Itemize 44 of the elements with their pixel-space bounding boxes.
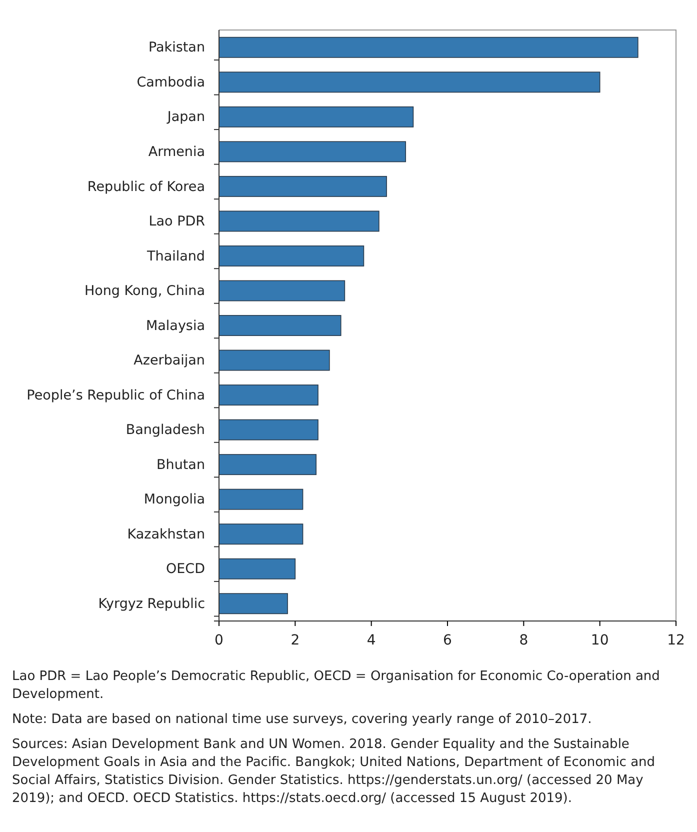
bar [218, 141, 406, 162]
y-tick-label: Mongolia [144, 492, 205, 508]
bar [218, 524, 304, 545]
y-tick-label: Kyrgyz Republic [98, 596, 205, 612]
bar [218, 384, 318, 406]
x-tick-label: 2 [290, 632, 300, 648]
bar [218, 350, 330, 371]
bar [218, 72, 600, 93]
x-tick-label: 10 [590, 632, 609, 648]
text: Lao PDR = Lao People’s Democratic Republic, OECD = Organisation for Economic Co-operation and Development. [12, 669, 660, 702]
bar [218, 419, 318, 440]
y-tick-label: Pakistan [148, 40, 205, 56]
y-tick-label: Bhutan [156, 456, 205, 473]
bar [218, 176, 387, 197]
text: Note: Data are based on national time use surveys, covering yearly range of 2010–2017. [12, 712, 592, 727]
y-tick-label: Thailand [146, 248, 205, 264]
y-tick-label: Hong Kong, China [84, 283, 205, 300]
bar [218, 593, 288, 614]
bar [218, 558, 296, 580]
source-note: Sources: Asian Development Bank and UN Women. 2018. Gender Equality and the Sustainable Development Goals in Asia and the Pacific. Bangkok; United Nations, Department of Economic and Social Affairs, Statistics Division. Gender Statistics. https://genderstats.un.org/ (accessed 20 May 2019); and OECD. OECD Statistics. https://stats.oecd.org/ (accessed 15 August 2019). [12, 737, 656, 806]
y-tick-label: Kazakhstan [127, 526, 205, 542]
x-tick-label: 4 [366, 632, 376, 648]
y-tick-label: Lao PDR [148, 214, 205, 230]
y-tick-label: OECD [166, 561, 205, 578]
y-tick-label: Cambodia [136, 74, 205, 90]
bar [218, 315, 342, 336]
bar [218, 488, 304, 510]
y-tick-label: Bangladesh [126, 422, 205, 438]
bar [218, 210, 380, 232]
x-tick-label: 8 [519, 632, 528, 648]
y-tick-label: People’s Republic of China [26, 387, 205, 404]
bar [218, 280, 346, 302]
x-tick-label: 0 [214, 632, 224, 648]
bar [218, 454, 317, 476]
y-tick-label: Malaysia [146, 318, 205, 334]
y-tick-label: Japan [166, 109, 205, 126]
y-tick-label: Republic of Korea [87, 178, 205, 195]
y-tick-label: Armenia [148, 144, 205, 160]
x-tick-label: 6 [443, 632, 452, 648]
y-tick-label: Azerbaijan [134, 352, 205, 369]
bar [218, 36, 638, 58]
bar [218, 106, 414, 128]
bar [218, 245, 364, 266]
x-tick-label: 12 [667, 632, 685, 648]
